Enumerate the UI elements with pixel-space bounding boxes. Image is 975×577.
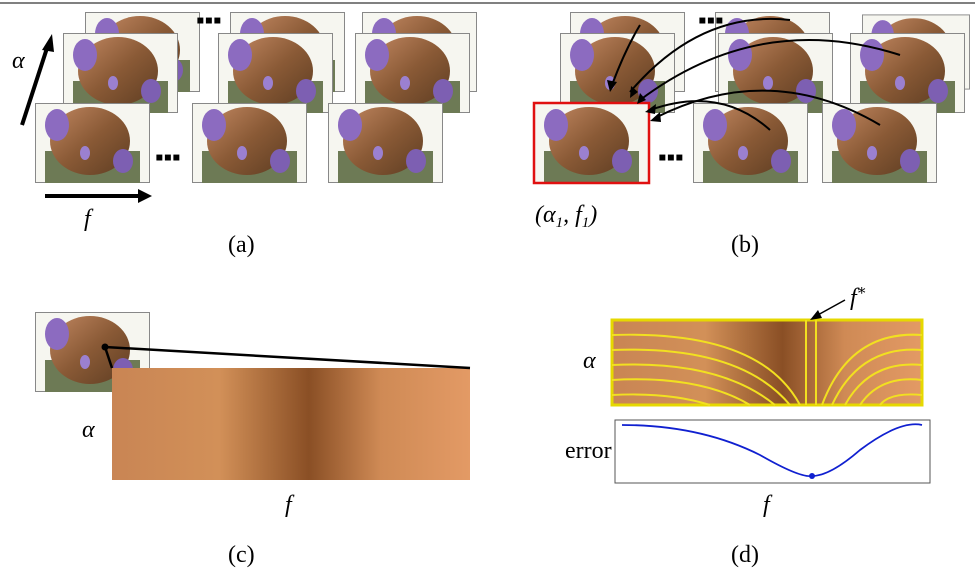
f-label: f <box>84 206 94 232</box>
alpha-label: α <box>12 48 25 74</box>
pair-part: 1 <box>556 215 564 231</box>
f-label: f <box>763 492 773 518</box>
caption: (d) <box>731 542 759 568</box>
pair-label: (α1, f1) <box>535 202 597 231</box>
panel-a: ▪▪▪ ▪▪▪ α f (a) <box>12 8 477 258</box>
panel-c: α f (c) <box>36 313 471 569</box>
pair-part: ) <box>587 202 597 228</box>
fstar-sup: ∗ <box>857 283 867 299</box>
svg-text:▪▪▪: ▪▪▪ <box>658 145 684 171</box>
svg-text:▪▪▪: ▪▪▪ <box>196 8 222 34</box>
fstar-label: f∗ <box>850 283 867 311</box>
caption: (c) <box>228 542 255 568</box>
alpha-label: α <box>583 348 596 374</box>
pair-part: (α <box>535 202 556 228</box>
panel-d: f∗ α error f (d) <box>565 283 930 568</box>
error-label: error <box>565 438 612 464</box>
caption: (b) <box>731 232 759 258</box>
figure: ▪▪▪ ▪▪▪ α f (a) ▪▪▪▪▪▪ (α1, f1) (b) α f (… <box>0 0 975 577</box>
svg-text:▪▪▪: ▪▪▪ <box>155 145 181 171</box>
f-label: f <box>285 492 295 518</box>
panel-b: ▪▪▪▪▪▪ (α1, f1) (b) <box>534 8 970 258</box>
alpha-label: α <box>82 417 95 443</box>
caption: (a) <box>228 232 255 258</box>
pair-part: 1 <box>582 215 590 231</box>
